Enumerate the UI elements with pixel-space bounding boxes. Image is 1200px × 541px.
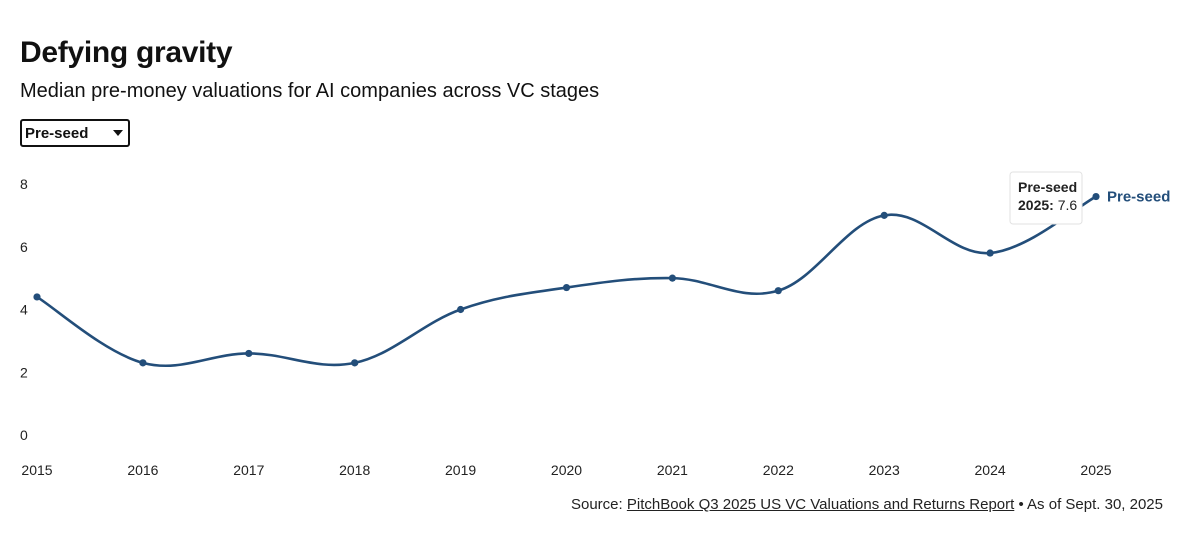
x-tick-label: 2022 bbox=[763, 462, 794, 478]
x-tick-label: 2021 bbox=[657, 462, 688, 478]
x-tick-label: 2017 bbox=[233, 462, 264, 478]
stage-select[interactable]: Pre-seed bbox=[20, 119, 130, 147]
x-tick-label: 2024 bbox=[975, 462, 1006, 478]
data-point-2024[interactable] bbox=[986, 249, 994, 257]
x-tick-label: 2025 bbox=[1080, 462, 1111, 478]
x-tick-label: 2019 bbox=[445, 462, 476, 478]
chevron-down-icon bbox=[113, 130, 123, 136]
stage-select-value: Pre-seed bbox=[25, 124, 89, 142]
data-point-2025[interactable] bbox=[1092, 192, 1100, 201]
data-point-2019[interactable] bbox=[457, 305, 465, 314]
data-point-2016[interactable] bbox=[139, 359, 147, 367]
x-tick-label: 2015 bbox=[21, 462, 52, 478]
data-point-2017[interactable] bbox=[245, 349, 253, 358]
y-axis: 0 2 4 6 8 bbox=[20, 176, 28, 443]
tooltip-year: 2025 bbox=[1018, 197, 1049, 213]
tooltip-series: Pre-seed bbox=[1018, 179, 1077, 195]
tooltip-box bbox=[1009, 171, 1083, 225]
data-point-2022[interactable] bbox=[774, 287, 782, 295]
chart-subtitle: Median pre-money valuations for AI compa… bbox=[20, 80, 600, 102]
tooltip-value: 7.6 bbox=[1058, 197, 1078, 213]
x-tick-label: 2023 bbox=[869, 462, 900, 478]
y-tick-label: 2 bbox=[20, 364, 28, 380]
chart-title: Defying gravity bbox=[20, 36, 233, 69]
data-point-2023[interactable] bbox=[880, 211, 888, 219]
series-line-pre-seed bbox=[35, 195, 1098, 368]
data-point-2020[interactable] bbox=[562, 283, 571, 292]
data-point-2018[interactable] bbox=[351, 359, 359, 367]
data-point-2021[interactable] bbox=[668, 274, 677, 282]
tooltip-value-line: 2025: 7.6 bbox=[1018, 197, 1077, 213]
data-point-2015[interactable] bbox=[33, 293, 41, 301]
source-suffix: • As of Sept. 30, 2025 bbox=[1014, 496, 1163, 513]
y-tick-label: 0 bbox=[20, 427, 28, 443]
x-axis: 2015 2016 2017 2018 2019 2020 2021 2022 2023 2024… bbox=[21, 462, 1111, 478]
source-link[interactable]: PitchBook Q3 2025 US VC Valuations and R… bbox=[626, 496, 1015, 513]
y-tick-label: 8 bbox=[20, 176, 28, 192]
y-tick-label: 6 bbox=[20, 239, 28, 255]
tooltip: Pre-seed 2025: 7.6 bbox=[1009, 171, 1083, 225]
series-label-pre-seed: Pre-seed bbox=[1107, 189, 1170, 206]
source-prefix: Source: bbox=[570, 496, 627, 513]
x-tick-label: 2020 bbox=[551, 462, 582, 478]
source-note: Source: PitchBook Q3 2025 US VC Valuatio… bbox=[571, 496, 1163, 513]
x-tick-label: 2016 bbox=[127, 462, 158, 478]
x-tick-label: 2018 bbox=[339, 462, 370, 478]
y-tick-label: 4 bbox=[20, 302, 28, 318]
data-points bbox=[33, 192, 1100, 367]
